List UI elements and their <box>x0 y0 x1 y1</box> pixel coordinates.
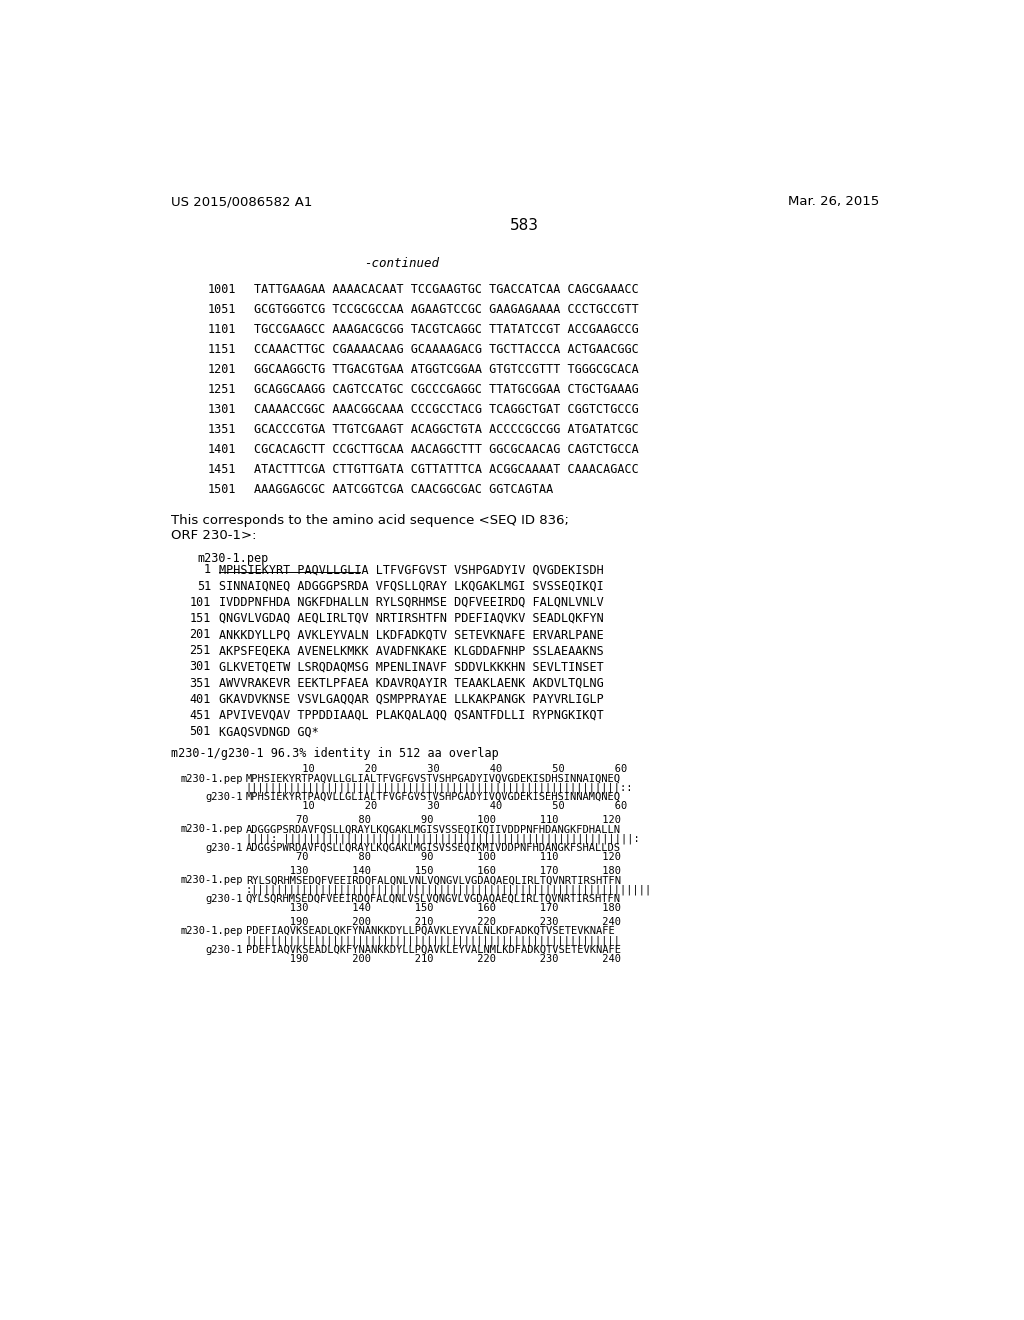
Text: 501: 501 <box>189 725 211 738</box>
Text: SINNAIQNEQ ADGGGPSRDA VFQSLLQRAY LKQGAKLMGI SVSSEQIKQI: SINNAIQNEQ ADGGGPSRDA VFQSLLQRAY LKQGAKL… <box>219 579 604 593</box>
Text: 583: 583 <box>510 218 540 232</box>
Text: AKPSFEQEKA AVENELKMKK AVADFNKAKE KLGDDAFNHP SSLAEAAKNS: AKPSFEQEKA AVENELKMKK AVADFNKAKE KLGDDAF… <box>219 644 604 657</box>
Text: ADGGGPSRDAVFQSLLQRAYLKQGAKLMGISVSSEQIKQIIVDDPNFHDANGKFDHALLN: ADGGGPSRDAVFQSLLQRAYLKQGAKLMGISVSSEQIKQI… <box>246 825 621 834</box>
Text: 1451: 1451 <box>208 463 237 477</box>
Text: KGAQSVDNGD GQ*: KGAQSVDNGD GQ* <box>219 725 319 738</box>
Text: ATACTTTCGA CTTGTTGATA CGTTATTTCA ACGGCAAAAT CAAACAGACC: ATACTTTCGA CTTGTTGATA CGTTATTTCA ACGGCAA… <box>254 463 639 477</box>
Text: GGCAAGGCTG TTGACGTGAA ATGGTCGGAA GTGTCCGTTT TGGGCGCACA: GGCAAGGCTG TTGACGTGAA ATGGTCGGAA GTGTCCG… <box>254 363 639 376</box>
Text: m230-1/g230-1 96.3% identity in 512 aa overlap: m230-1/g230-1 96.3% identity in 512 aa o… <box>171 747 499 760</box>
Text: 1101: 1101 <box>208 323 237 337</box>
Text: GKAVDVKNSE VSVLGAQQAR QSMPPRAYAE LLKAKPANGK PAYVRLIGLP: GKAVDVKNSE VSVLGAQQAR QSMPPRAYAE LLKAKPA… <box>219 693 604 706</box>
Text: GCGTGGGTCG TCCGCGCCAA AGAAGTCCGC GAAGAGAAAA CCCTGCCGTT: GCGTGGGTCG TCCGCGCCAA AGAAGTCCGC GAAGAGA… <box>254 304 639 317</box>
Text: CCAAACTTGC CGAAAACAAG GCAAAAGACG TGCTTACCCA ACTGAACGGC: CCAAACTTGC CGAAAACAAG GCAAAAGACG TGCTTAC… <box>254 343 639 356</box>
Text: 10        20        30        40        50        60: 10 20 30 40 50 60 <box>246 764 627 775</box>
Text: g230-1: g230-1 <box>205 945 243 954</box>
Text: ||||||||||||||||||||||||||||||||||||||||||||||||||||||||||||: ||||||||||||||||||||||||||||||||||||||||… <box>246 936 621 946</box>
Text: ORF 230-1>:: ORF 230-1>: <box>171 529 256 541</box>
Text: ANKKDYLLPQ AVKLEYVALN LKDFADKQTV SETEVKNAFE ERVARLPANE: ANKKDYLLPQ AVKLEYVALN LKDFADKQTV SETEVKN… <box>219 628 604 642</box>
Text: m230-1.pep: m230-1.pep <box>180 774 243 784</box>
Text: GCACCCGTGA TTGTCGAAGT ACAGGCTGTA ACCCCGCCGG ATGATATCGC: GCACCCGTGA TTGTCGAAGT ACAGGCTGTA ACCCCGC… <box>254 424 639 437</box>
Text: 70        80        90       100       110       120: 70 80 90 100 110 120 <box>246 853 621 862</box>
Text: This corresponds to the amino acid sequence <SEQ ID 836;: This corresponds to the amino acid seque… <box>171 515 568 527</box>
Text: Mar. 26, 2015: Mar. 26, 2015 <box>787 195 879 209</box>
Text: ||||||||||||||||||||||||||||||||||||||||||||||||||||||||||||::: ||||||||||||||||||||||||||||||||||||||||… <box>246 783 633 793</box>
Text: MPHSIEKYRT PAQVLLGLIA LTFVGFGVST VSHPGADYIV QVGDEKISDH: MPHSIEKYRT PAQVLLGLIA LTFVGFGVST VSHPGAD… <box>219 564 604 577</box>
Text: PDEFIAQVKSEADLQKFYNANKKDYLLPQAVKLEYVALNLKDFADKQTVSETEVKNAFE: PDEFIAQVKSEADLQKFYNANKKDYLLPQAVKLEYVALNL… <box>246 927 614 936</box>
Text: ADGGSPWRDAVFQSLLQRAYLKQGAKLMGISVSSEQIKMIVDDPNFHDANGKFSHALLDS: ADGGSPWRDAVFQSLLQRAYLKQGAKLMGISVSSEQIKMI… <box>246 843 621 853</box>
Text: MPHSIEKYRTPAQVLLGLIALTFVGFGVSTVSHPGADYIVQVGDEKISDHSINNAIQNEQ: MPHSIEKYRTPAQVLLGLIALTFVGFGVSTVSHPGADYIV… <box>246 774 621 784</box>
Text: 130       140       150       160       170       180: 130 140 150 160 170 180 <box>246 866 621 876</box>
Text: 1051: 1051 <box>208 304 237 317</box>
Text: m230-1.pep: m230-1.pep <box>198 552 269 565</box>
Text: m230-1.pep: m230-1.pep <box>180 927 243 936</box>
Text: GCAGGCAAGG CAGTCCATGC CGCCCGAGGC TTATGCGGAA CTGCTGAAAG: GCAGGCAAGG CAGTCCATGC CGCCCGAGGC TTATGCG… <box>254 383 639 396</box>
Text: 201: 201 <box>189 628 211 642</box>
Text: g230-1: g230-1 <box>205 843 243 853</box>
Text: PDEFIAQVKSEADLQKFYNANKKDYLLPQAVKLEYVALNMLKDFADKQTVSETEVKNAFE: PDEFIAQVKSEADLQKFYNANKKDYLLPQAVKLEYVALNM… <box>246 945 621 954</box>
Text: QYLSQRHMSEDQFVEEIRDQFALQNLVSLVQNGVLVGDAQAEQLIRLTQVNRTIRSHTFN: QYLSQRHMSEDQFVEEIRDQFALQNLVSLVQNGVLVGDAQ… <box>246 894 621 904</box>
Text: m230-1.pep: m230-1.pep <box>180 875 243 886</box>
Text: IVDDPNFHDA NGKFDHALLN RYLSQRHMSE DQFVEEIRDQ FALQNLVNLV: IVDDPNFHDA NGKFDHALLN RYLSQRHMSE DQFVEEI… <box>219 595 604 609</box>
Text: 1151: 1151 <box>208 343 237 356</box>
Text: US 2015/0086582 A1: US 2015/0086582 A1 <box>171 195 312 209</box>
Text: 1351: 1351 <box>208 424 237 437</box>
Text: CAAAACCGGC AAACGGCAAA CCCGCCTACG TCAGGCTGAT CGGTCTGCCG: CAAAACCGGC AAACGGCAAA CCCGCCTACG TCAGGCT… <box>254 404 639 416</box>
Text: 1001: 1001 <box>208 284 237 296</box>
Text: 1: 1 <box>204 564 211 577</box>
Text: 130       140       150       160       170       180: 130 140 150 160 170 180 <box>246 903 621 913</box>
Text: 251: 251 <box>189 644 211 657</box>
Text: 1501: 1501 <box>208 483 237 496</box>
Text: g230-1: g230-1 <box>205 792 243 803</box>
Text: :||||||||||||||||||||||||||||||||||||||||||||||||||||||||||||||||: :|||||||||||||||||||||||||||||||||||||||… <box>246 884 652 895</box>
Text: 10        20        30        40        50        60: 10 20 30 40 50 60 <box>246 801 627 812</box>
Text: GLKVETQETW LSRQDAQMSG MPENLINAVF SDDVLKKKHN SEVLTINSET: GLKVETQETW LSRQDAQMSG MPENLINAVF SDDVLKK… <box>219 660 604 673</box>
Text: 451: 451 <box>189 709 211 722</box>
Text: -continued: -continued <box>365 257 439 271</box>
Text: 151: 151 <box>189 612 211 624</box>
Text: 351: 351 <box>189 677 211 689</box>
Text: CGCACAGCTT CCGCTTGCAA AACAGGCTTT GGCGCAACAG CAGTCTGCCA: CGCACAGCTT CCGCTTGCAA AACAGGCTTT GGCGCAA… <box>254 444 639 457</box>
Text: MPHSIEKYRTPAQVLLGLIALTFVGFGVSTVSHPGADYIVQVGDEKISEHSINNAMQNEQ: MPHSIEKYRTPAQVLLGLIALTFVGFGVSTVSHPGADYIV… <box>246 792 621 803</box>
Text: AWVVRAKEVR EEKTLPFAEA KDAVRQAYIR TEAAKLAENK AKDVLTQLNG: AWVVRAKEVR EEKTLPFAEA KDAVRQAYIR TEAAKLA… <box>219 677 604 689</box>
Text: 1301: 1301 <box>208 404 237 416</box>
Text: 190       200       210       220       230       240: 190 200 210 220 230 240 <box>246 917 621 927</box>
Text: APVIVEVQAV TPPDDIAAQL PLAKQALAQQ QSANTFDLLI RYPNGKIKQT: APVIVEVQAV TPPDDIAAQL PLAKQALAQQ QSANTFD… <box>219 709 604 722</box>
Text: g230-1: g230-1 <box>205 894 243 904</box>
Text: m230-1.pep: m230-1.pep <box>180 825 243 834</box>
Text: AAAGGAGCGC AATCGGTCGA CAACGGCGAC GGTCAGTAA: AAAGGAGCGC AATCGGTCGA CAACGGCGAC GGTCAGT… <box>254 483 554 496</box>
Text: 301: 301 <box>189 660 211 673</box>
Text: 1251: 1251 <box>208 383 237 396</box>
Text: 190       200       210       220       230       240: 190 200 210 220 230 240 <box>246 954 621 964</box>
Text: TGCCGAAGCC AAAGACGCGG TACGTCAGGC TTATATCCGT ACCGAAGCCG: TGCCGAAGCC AAAGACGCGG TACGTCAGGC TTATATC… <box>254 323 639 337</box>
Text: TATTGAAGAA AAAACACAAT TCCGAAGTGC TGACCATCAA CAGCGAAACC: TATTGAAGAA AAAACACAAT TCCGAAGTGC TGACCAT… <box>254 284 639 296</box>
Text: 70        80        90       100       110       120: 70 80 90 100 110 120 <box>246 816 621 825</box>
Text: 401: 401 <box>189 693 211 706</box>
Text: 1401: 1401 <box>208 444 237 457</box>
Text: ||||: ||||||||||||||||||||||||||||||||||||||||||||||||||||||||:: ||||: ||||||||||||||||||||||||||||||||||… <box>246 834 640 845</box>
Text: 51: 51 <box>197 579 211 593</box>
Text: 1201: 1201 <box>208 363 237 376</box>
Text: 101: 101 <box>189 595 211 609</box>
Text: RYLSQRHMSEDQFVEEIRDQFALQNLVNLVQNGVLVGDAQAEQLIRLTQVNRTIRSHTFN: RYLSQRHMSEDQFVEEIRDQFALQNLVNLVQNGVLVGDAQ… <box>246 875 621 886</box>
Text: QNGVLVGDAQ AEQLIRLTQV NRTIRSHTFN PDEFIAQVKV SEADLQKFYN: QNGVLVGDAQ AEQLIRLTQV NRTIRSHTFN PDEFIAQ… <box>219 612 604 624</box>
